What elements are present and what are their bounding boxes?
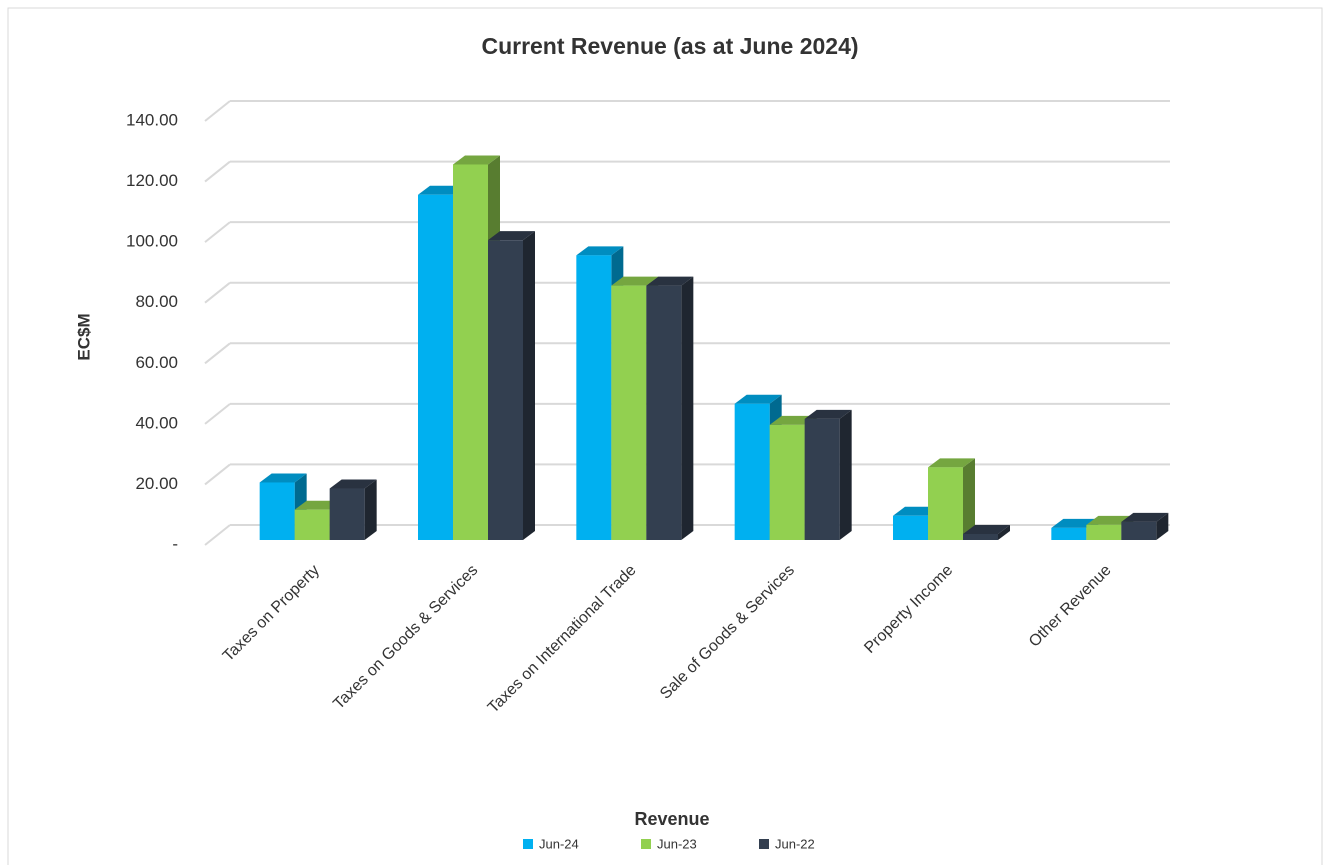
grid-line — [204, 524, 231, 546]
chart-title: Current Revenue (as at June 2024) — [481, 33, 858, 59]
grid-line — [204, 281, 231, 304]
bar-front — [734, 403, 770, 540]
bar — [329, 479, 377, 540]
bar-front — [769, 424, 805, 540]
bar-front — [576, 255, 612, 541]
bar-side — [998, 524, 1010, 540]
bar-side — [963, 458, 975, 540]
bar — [734, 394, 782, 540]
legend-label: Jun-22 — [775, 836, 815, 851]
bar-top — [329, 479, 377, 489]
legend-swatch — [641, 839, 651, 849]
bar-top — [259, 473, 307, 483]
bar-front — [418, 194, 453, 540]
y-tick-label: - — [172, 534, 178, 553]
bar-top — [453, 155, 500, 165]
bar-front — [893, 515, 928, 540]
bar-top — [804, 409, 852, 419]
bar-front — [611, 285, 647, 540]
bar — [1121, 512, 1169, 540]
bar-top — [646, 276, 694, 286]
bar-top — [928, 458, 975, 468]
bar-side — [1156, 512, 1169, 540]
bar-side — [523, 231, 535, 540]
bar-top — [488, 231, 535, 241]
grid-line — [204, 160, 231, 183]
bar-front — [329, 488, 365, 540]
bar — [646, 276, 694, 540]
bar-front — [646, 285, 682, 540]
y-tick-label: 20.00 — [135, 474, 178, 493]
y-tick-label: 40.00 — [135, 413, 178, 432]
y-tick-label: 100.00 — [126, 232, 178, 251]
bar-front — [1121, 521, 1157, 540]
grid-line — [204, 221, 231, 243]
bar-front — [453, 164, 488, 540]
legend-swatch — [523, 839, 533, 849]
bar — [963, 524, 1010, 540]
legend-title: Revenue — [634, 809, 709, 829]
grid-line — [204, 100, 231, 122]
bar-front — [804, 418, 840, 540]
bar-front — [963, 533, 998, 540]
legend-swatch — [759, 839, 769, 849]
bar-front — [259, 482, 295, 540]
bar-top — [734, 394, 782, 404]
bar — [804, 409, 852, 540]
y-tick-label: 120.00 — [126, 171, 178, 190]
bar-front — [1086, 524, 1122, 540]
bar — [928, 458, 975, 540]
bar-side — [681, 276, 694, 540]
legend-label: Jun-24 — [539, 836, 579, 851]
grid-line — [204, 463, 231, 486]
bar-front — [294, 509, 330, 540]
bar-side — [364, 479, 377, 540]
bar-top — [1121, 512, 1169, 522]
bar-top — [576, 246, 624, 256]
y-tick-label: 80.00 — [135, 292, 178, 311]
bar-front — [928, 467, 963, 540]
bar-top — [963, 524, 1010, 534]
bar-front — [488, 240, 523, 540]
legend-label: Jun-23 — [657, 836, 697, 851]
y-tick-label: 140.00 — [126, 110, 178, 129]
y-axis-label: EC$M — [74, 313, 93, 360]
y-tick-label: 60.00 — [135, 353, 178, 372]
grid-line — [204, 403, 231, 425]
grid-line — [204, 342, 231, 365]
bar-top — [611, 276, 659, 286]
bar — [488, 231, 535, 540]
bar-side — [839, 409, 852, 540]
bar-front — [1051, 527, 1087, 540]
